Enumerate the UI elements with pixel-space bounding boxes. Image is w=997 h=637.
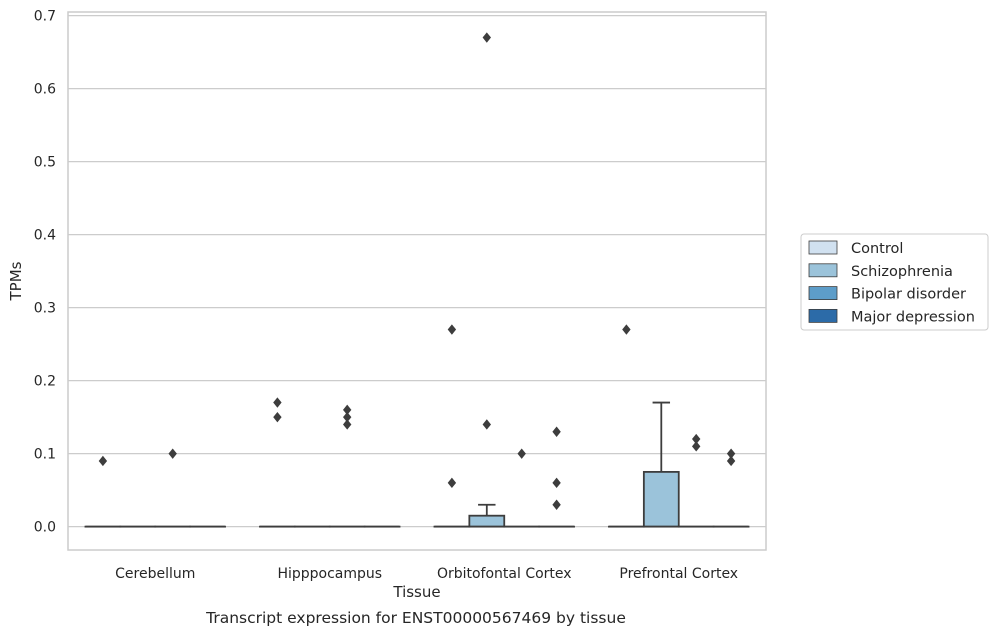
legend-swatch: [808, 263, 838, 278]
outlier-point: [552, 477, 561, 489]
outlier-point: [343, 404, 352, 416]
outlier-point: [343, 419, 352, 430]
y-axis-label: TPMs: [7, 261, 25, 301]
legend-item: Control: [808, 240, 903, 257]
outlier-point: [692, 433, 701, 445]
legend-item: Bipolar disorder: [808, 286, 966, 303]
outlier-point: [447, 324, 457, 335]
chart-caption: Transcript expression for ENST0000056746…: [206, 609, 626, 627]
outlier-point: [447, 477, 457, 489]
y-tick-label: 0.6: [34, 82, 56, 98]
box-group: [503, 448, 541, 528]
box-group: [538, 426, 575, 528]
x-axis-label: Tissue: [392, 583, 440, 601]
plot-area-frame: [67, 11, 767, 551]
legend-items: Control Schizophrenia Bipolar disorder Majo…: [808, 240, 975, 325]
box-group: [677, 433, 715, 528]
outlier-point: [552, 426, 561, 437]
legend-label: Major depression: [851, 309, 975, 325]
y-tick-labels: 0.0 0.1 0.2 0.3 0.4 0.5 0.6 0.7: [34, 9, 56, 536]
y-tick-label: 0.4: [34, 228, 56, 244]
outlier-point: [482, 32, 491, 43]
x-tick-labels: Cerebellum Hipppocampus Orbitofontal Corte…: [115, 566, 738, 582]
outlier-point: [726, 455, 736, 467]
y-tick-label: 0.2: [34, 374, 56, 390]
box-group: [154, 448, 192, 528]
legend-label: Schizophrenia: [851, 264, 953, 280]
outlier-point: [98, 455, 108, 467]
outlier-point: [273, 397, 282, 408]
y-tick-label: 0.0: [34, 520, 56, 536]
box-group: [712, 448, 750, 528]
box-group: [259, 397, 296, 528]
outlier-point: [726, 448, 736, 459]
outlier-point: [343, 411, 352, 423]
x-tick-label: Cerebellum: [115, 566, 195, 582]
grid-lines: [68, 15, 766, 528]
legend-label: Bipolar disorder: [851, 287, 966, 303]
x-tick-label: Prefrontal Cortex: [619, 566, 738, 582]
legend: Control Schizophrenia Bipolar disorder Majo…: [800, 233, 989, 331]
legend-item: Major depression: [808, 308, 975, 325]
box-group: [608, 324, 645, 528]
box-group: [328, 404, 366, 528]
outlier-point: [168, 448, 177, 459]
legend-swatch: [808, 240, 838, 255]
box-body: [642, 470, 680, 528]
legend-swatch: [808, 286, 838, 301]
legend-frame: [800, 233, 989, 331]
outlier-point: [622, 324, 631, 335]
box-group: [84, 455, 122, 528]
outlier-point: [273, 411, 282, 423]
outlier-point: [517, 448, 526, 459]
y-tick-label: 0.3: [34, 301, 56, 317]
y-tick-label: 0.7: [34, 9, 56, 25]
box-group: [433, 324, 471, 528]
y-tick-label: 0.5: [34, 155, 56, 171]
legend-label: Control: [851, 241, 903, 257]
x-tick-label: Orbitofontal Cortex: [437, 566, 572, 582]
box-group: [642, 401, 680, 528]
y-tick-label: 0.1: [34, 447, 56, 463]
box-group: [468, 32, 506, 528]
outlier-point: [552, 499, 561, 510]
legend-swatch: [808, 308, 838, 323]
outlier-point: [692, 441, 701, 452]
box-plot-series: [84, 32, 750, 528]
outlier-point: [482, 419, 491, 430]
box-body: [468, 514, 506, 528]
legend-item: Schizophrenia: [808, 263, 953, 280]
x-tick-label: Hipppocampus: [277, 566, 382, 582]
